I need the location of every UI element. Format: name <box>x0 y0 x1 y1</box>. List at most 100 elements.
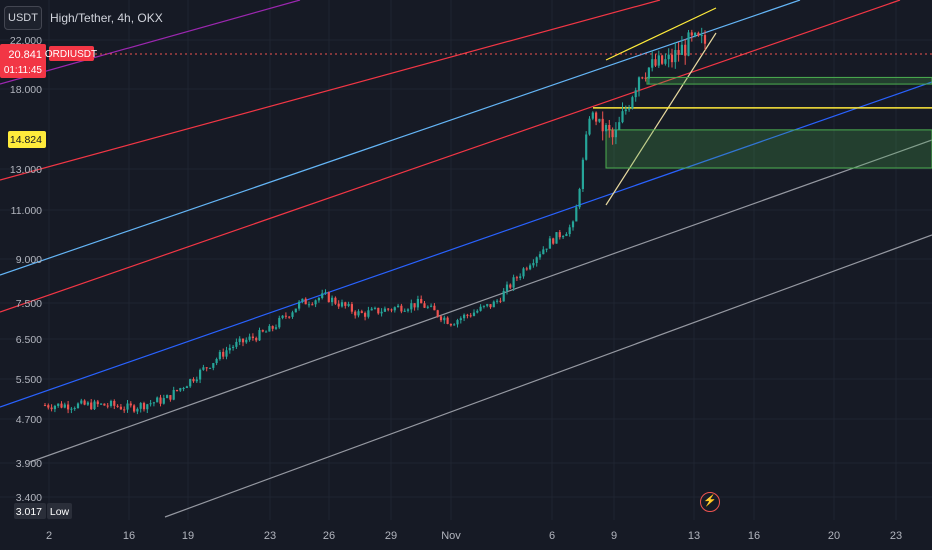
candle <box>126 403 129 410</box>
candle <box>486 304 489 306</box>
candle <box>284 315 287 317</box>
channel-line <box>0 0 661 181</box>
candle <box>697 32 700 36</box>
candle <box>416 298 419 308</box>
candle <box>324 292 327 294</box>
current-price-value: 20.841 <box>8 49 42 61</box>
candle <box>90 402 93 410</box>
candle <box>47 405 50 408</box>
price-tick-label: 9.000 <box>16 254 42 266</box>
candle <box>172 389 175 400</box>
candle <box>377 307 380 314</box>
candle <box>199 369 202 380</box>
candle <box>472 312 476 316</box>
candle <box>637 77 641 91</box>
candle <box>413 303 416 308</box>
candle <box>403 310 406 312</box>
candle <box>60 403 63 408</box>
lightning-icon[interactable]: ⚡ <box>700 492 720 512</box>
candle <box>410 303 413 310</box>
candle <box>360 311 363 313</box>
candle <box>182 388 185 390</box>
channel-line <box>164 234 932 518</box>
candle <box>133 405 136 412</box>
candle <box>575 207 578 222</box>
candle <box>512 277 515 288</box>
candle <box>340 302 344 307</box>
candle <box>251 336 254 339</box>
candle <box>611 130 614 138</box>
candle <box>314 300 317 305</box>
candle <box>53 405 56 410</box>
candle <box>519 276 522 278</box>
candle <box>228 347 231 351</box>
candle <box>159 397 162 404</box>
candle <box>70 408 73 410</box>
candle <box>532 262 535 266</box>
time-tick-label: 6 <box>549 530 555 542</box>
candle <box>479 306 482 311</box>
candle <box>548 238 551 249</box>
low-label-tag <box>47 503 72 519</box>
symbol-label: ORDIUSDT <box>45 49 97 60</box>
channel-line <box>29 139 932 463</box>
candle <box>63 404 66 408</box>
candle <box>670 54 674 63</box>
candle <box>628 108 631 110</box>
price-tick-label: 3.900 <box>16 458 42 470</box>
candle <box>357 311 360 316</box>
candle <box>476 310 479 313</box>
candle <box>261 330 264 332</box>
support-zone <box>646 76 932 85</box>
candle <box>614 129 617 138</box>
candle <box>80 400 83 404</box>
candle <box>492 301 495 308</box>
candle <box>463 314 466 319</box>
time-tick-label: 19 <box>182 530 194 542</box>
candle <box>571 221 575 228</box>
candle <box>647 67 650 79</box>
candle <box>370 308 373 311</box>
candle <box>367 310 370 317</box>
candle <box>608 124 611 131</box>
time-tick-label: 13 <box>688 530 700 542</box>
candle <box>156 397 159 403</box>
candle <box>185 386 188 389</box>
candle <box>109 400 113 406</box>
candle <box>281 315 284 318</box>
time-tick-label: Nov <box>441 530 461 542</box>
channel-line <box>605 32 717 206</box>
candle <box>255 338 258 341</box>
candle <box>436 310 439 317</box>
candle <box>189 379 192 387</box>
candle <box>129 403 132 406</box>
candle <box>397 305 400 308</box>
channel-line <box>0 0 801 276</box>
candle <box>578 189 581 208</box>
candle <box>667 54 670 60</box>
candle <box>598 118 601 122</box>
candle <box>179 388 182 391</box>
candle <box>581 159 584 190</box>
candle <box>406 309 410 311</box>
candle <box>225 350 228 357</box>
candle <box>565 234 568 236</box>
candle <box>496 300 499 302</box>
candle <box>591 112 594 119</box>
candle <box>390 309 393 311</box>
candle <box>489 304 492 308</box>
candle <box>274 327 278 329</box>
candle <box>449 323 452 326</box>
channel-line <box>0 81 932 408</box>
candle <box>278 317 281 328</box>
candle <box>373 307 377 309</box>
candle <box>113 400 116 406</box>
candle <box>162 398 165 404</box>
candle <box>142 403 146 410</box>
candle <box>664 59 667 64</box>
currency-badge[interactable]: USDT <box>4 6 42 30</box>
time-tick-label: 26 <box>323 530 335 542</box>
channel-line <box>605 7 717 61</box>
candle <box>301 298 304 302</box>
